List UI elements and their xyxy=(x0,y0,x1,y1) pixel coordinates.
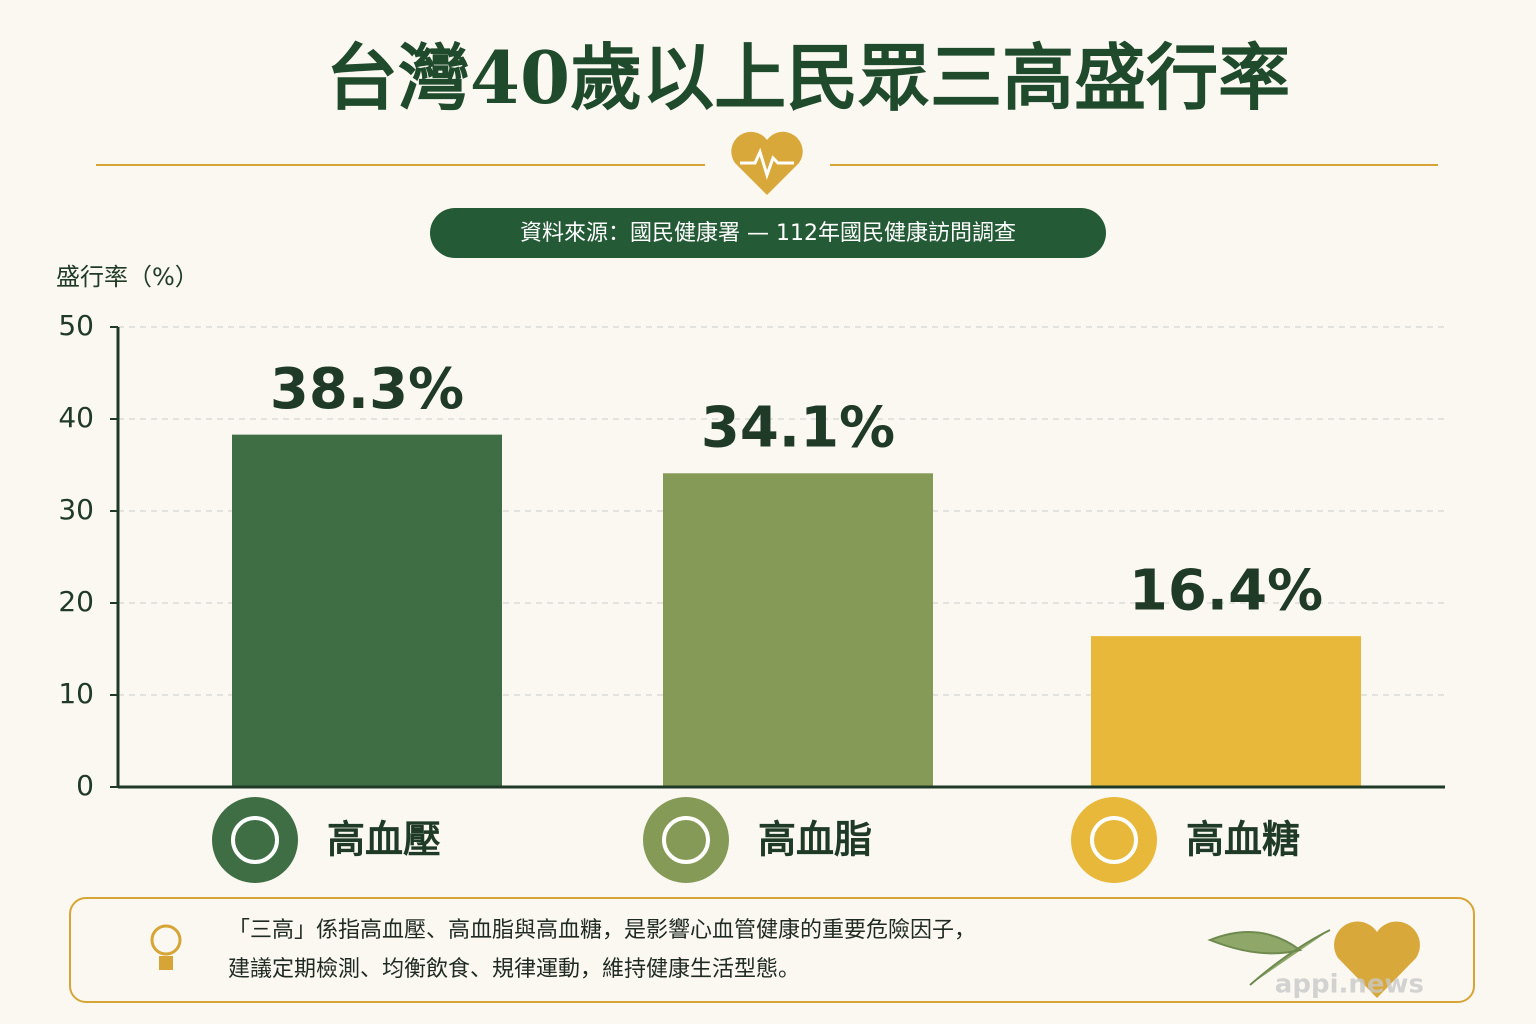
x-tick-label: 高血糖 xyxy=(1186,818,1300,862)
value-label: 16.4% xyxy=(1129,558,1323,623)
note-box xyxy=(69,897,1475,1003)
heart-icon xyxy=(731,131,803,195)
category-icon xyxy=(643,797,729,883)
y-tick-label: 20 xyxy=(58,585,94,618)
category-icon-detail xyxy=(231,816,279,864)
x-tick-label: 高血脂 xyxy=(758,818,872,862)
note-line: 「三高」係指高血壓、高血脂與高血糖，是影響心血管健康的重要危險因子， xyxy=(228,918,976,943)
category-icon xyxy=(1071,797,1157,883)
bulb-base xyxy=(159,956,173,970)
source: 資料來源：國民健康署 — 112年國民健康訪問調查 xyxy=(520,221,1016,246)
category-icon-detail xyxy=(1090,816,1138,864)
y-tick-label: 40 xyxy=(58,401,94,434)
watermark: appi.news xyxy=(1275,970,1424,1000)
bar xyxy=(663,473,933,787)
heart-icon xyxy=(1334,921,1420,998)
y-tick-label: 50 xyxy=(58,309,94,342)
value-label: 38.3% xyxy=(270,357,464,422)
chart-title: 台灣40歲以上民眾三高盛行率 xyxy=(326,35,1290,120)
bar xyxy=(1091,636,1361,787)
note-line: 建議定期檢測、均衡飲食、規律運動，維持健康生活型態。 xyxy=(228,957,800,982)
category-icon-detail xyxy=(662,816,710,864)
bar xyxy=(232,434,502,787)
pulse-icon xyxy=(740,147,794,180)
leaf-icon xyxy=(1207,929,1331,986)
category-icon xyxy=(212,797,298,883)
source-pill xyxy=(430,208,1106,258)
y-axis-label: 盛行率（%） xyxy=(56,263,199,291)
y-tick-label: 10 xyxy=(58,677,94,710)
y-tick-label: 30 xyxy=(58,493,94,526)
x-tick-label: 高血壓 xyxy=(327,818,441,862)
y-tick-label: 0 xyxy=(76,769,94,802)
bulb-icon xyxy=(150,924,182,956)
value-label: 34.1% xyxy=(701,395,895,460)
